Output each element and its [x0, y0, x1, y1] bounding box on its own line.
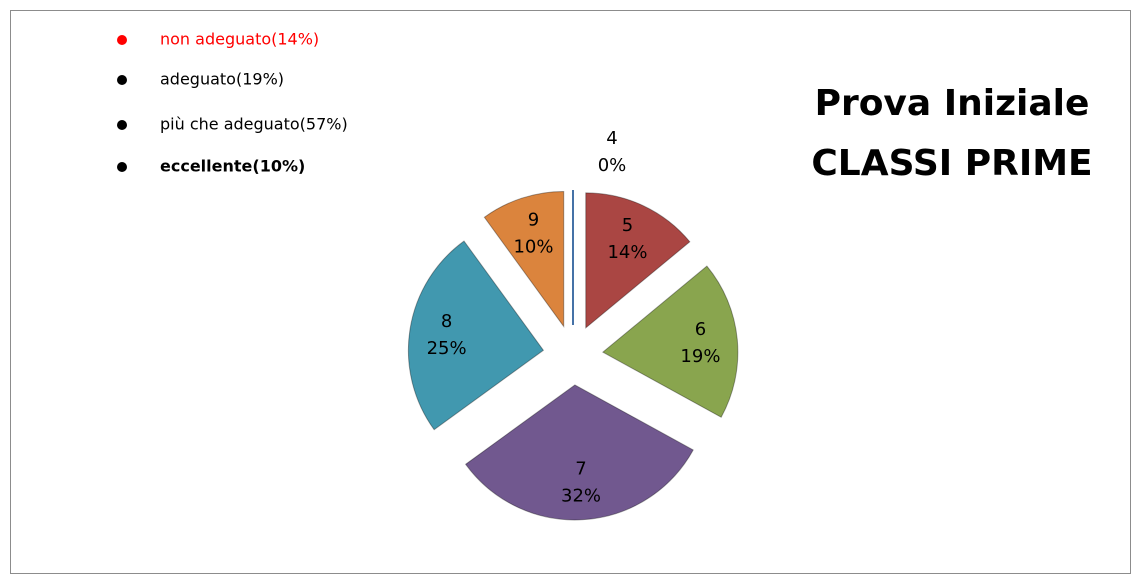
slice-value-label: 19% [680, 346, 720, 367]
legend-bullet [117, 35, 127, 45]
slice-category-label: 8 [441, 311, 452, 332]
slice-category-label: 6 [695, 319, 706, 340]
pie-slice [601, 265, 739, 418]
slice-value-label: 25% [427, 338, 467, 359]
slice-category-label: 4 [606, 128, 617, 149]
pie-slice [483, 190, 565, 329]
slice-value-label: 32% [561, 486, 601, 507]
chart-subtitle: CLASSI PRIME [811, 143, 1092, 184]
pie-slice [407, 240, 545, 431]
slice-value-label: 10% [513, 236, 553, 257]
slice-value-label: 14% [607, 242, 647, 263]
legend-bullet [117, 75, 127, 85]
chart-title: Prova Iniziale [815, 83, 1090, 124]
pie-slice [464, 384, 694, 521]
pie-slice [585, 192, 691, 329]
legend-text: adeguato(19%) [160, 70, 284, 89]
slice-category-label: 5 [622, 215, 633, 236]
legend-text: più che adeguato(57%) [160, 115, 348, 134]
legend-bullet [117, 120, 127, 130]
slice-category-label: 7 [575, 459, 586, 480]
legend-text: non adeguato(14%) [160, 30, 319, 49]
legend-bullet [117, 162, 127, 172]
legend-text: eccellente(10%) [160, 157, 305, 176]
slice-value-label: 0% [598, 155, 627, 176]
slice-category-label: 9 [528, 209, 539, 230]
